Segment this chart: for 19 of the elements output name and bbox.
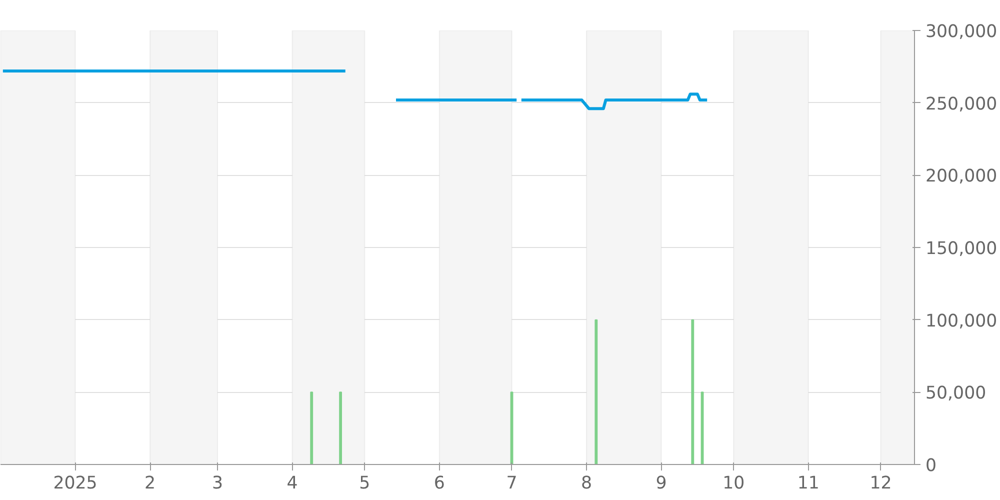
x-tick-label: 2 (144, 474, 156, 494)
x-tick-label: 11 (797, 474, 820, 494)
x-tick-label: 4 (286, 474, 298, 494)
y-tick-label: 300,000 (926, 22, 998, 42)
x-tick-label: 6 (434, 474, 445, 494)
x-tick-label: 3 (212, 474, 224, 494)
x-tick-label: 12 (870, 474, 892, 494)
x-tick-label: 9 (656, 474, 667, 494)
x-tick-label: 5 (359, 474, 370, 494)
x-tick-label: 2025 (53, 474, 98, 494)
y-tick-label: 150,000 (926, 239, 998, 259)
x-tick-label: 7 (506, 474, 518, 494)
y-tick-label: 250,000 (926, 94, 998, 114)
y-tick-label: 200,000 (926, 166, 998, 187)
y-tick-label: 100,000 (926, 311, 998, 332)
x-tick-label: 10 (722, 474, 745, 494)
x-tick-label: 8 (581, 474, 592, 494)
y-tick-label: 0 (926, 456, 937, 476)
y-tick-label: 50,000 (926, 384, 986, 404)
